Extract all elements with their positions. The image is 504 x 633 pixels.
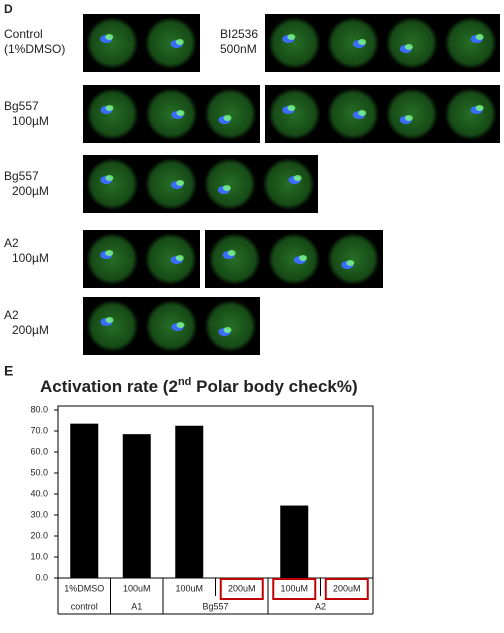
- oocyte: [385, 16, 438, 70]
- y-tick-label: 40.0: [30, 488, 48, 498]
- group-label: A2: [315, 601, 326, 611]
- chromatin: [475, 34, 484, 40]
- chromatin: [105, 250, 114, 256]
- row-label: 100µM: [12, 251, 49, 265]
- chromatin: [358, 110, 367, 116]
- oocyte: [444, 87, 497, 141]
- panel-label: D: [4, 2, 13, 16]
- x-tick-label: 100uM: [280, 583, 308, 593]
- group-label: A1: [131, 601, 142, 611]
- row-label: 100µM: [12, 114, 49, 128]
- highlight-box: [219, 578, 264, 600]
- oocyte: [204, 299, 257, 353]
- oocyte: [385, 87, 438, 141]
- chromatin: [223, 115, 232, 121]
- y-tick-label: 50.0: [30, 467, 48, 477]
- chromatin: [176, 322, 185, 328]
- row-label: Bg557: [4, 169, 39, 183]
- oocyte: [327, 16, 380, 70]
- oocyte: [144, 16, 197, 70]
- oocyte: [86, 232, 139, 286]
- chromatin: [176, 180, 185, 186]
- y-tick-label: 60.0: [30, 446, 48, 456]
- row-label: 200µM: [12, 184, 49, 198]
- oocyte: [444, 16, 497, 70]
- chromatin: [105, 317, 114, 323]
- y-tick-label: 80.0: [30, 404, 48, 414]
- y-tick-label: 70.0: [30, 425, 48, 435]
- oocyte: [204, 87, 257, 141]
- chromatin: [175, 39, 184, 45]
- chromatin: [105, 175, 114, 181]
- bar: [280, 505, 309, 578]
- row-label: BI2536: [220, 27, 258, 41]
- title-superscript: nd: [178, 376, 191, 388]
- chromatin: [223, 327, 232, 333]
- plot-frame: [57, 405, 374, 579]
- chromatin: [175, 255, 184, 261]
- x-tick-label: 200uM: [333, 583, 361, 593]
- oocyte: [86, 87, 139, 141]
- oocyte: [145, 87, 198, 141]
- y-tick-label: 20.0: [30, 530, 48, 540]
- chromatin: [404, 115, 413, 121]
- row-label: 200µM: [12, 323, 49, 337]
- chromatin: [287, 34, 296, 40]
- bar: [175, 425, 204, 578]
- oocyte: [203, 157, 256, 211]
- title-part: Polar body check%): [191, 377, 357, 396]
- row-label: Bg557: [4, 99, 39, 113]
- highlight-box: [324, 578, 369, 600]
- x-tick-label: 100uM: [175, 583, 203, 593]
- chromatin: [299, 255, 307, 261]
- chromatin: [227, 250, 236, 256]
- chromatin: [293, 175, 302, 181]
- row-label: 500nM: [220, 42, 257, 56]
- group-label: Bg557: [202, 601, 228, 611]
- oocyte: [267, 232, 321, 286]
- bar: [70, 423, 99, 578]
- x-tick-label: 1%DMSO: [64, 583, 104, 593]
- oocyte: [327, 232, 380, 286]
- bar: [122, 434, 151, 578]
- row-label: Control: [4, 27, 43, 41]
- oocyte: [262, 157, 315, 211]
- row-label: A2: [4, 236, 19, 250]
- highlight-box: [272, 578, 317, 600]
- chart-title: Activation rate (2nd Polar body check%): [40, 376, 358, 397]
- oocyte: [268, 16, 321, 70]
- oocyte: [144, 232, 197, 286]
- oocyte: [145, 157, 198, 211]
- y-tick-label: 30.0: [30, 509, 48, 519]
- chromatin: [287, 105, 296, 111]
- chromatin: [404, 44, 413, 50]
- y-tick-label: 10.0: [30, 551, 48, 561]
- group-label: control: [71, 601, 98, 611]
- chromatin: [222, 185, 231, 191]
- chromatin: [346, 260, 355, 266]
- title-part: Activation rate (2: [40, 377, 178, 396]
- chromatin: [176, 110, 185, 116]
- x-tick-label: 200uM: [228, 583, 256, 593]
- oocyte: [86, 299, 139, 353]
- y-tick-label: 0.0: [35, 572, 48, 582]
- oocyte: [327, 87, 380, 141]
- chromatin: [105, 34, 114, 40]
- oocyte: [86, 16, 139, 70]
- oocyte: [208, 232, 261, 286]
- row-label: (1%DMSO): [4, 42, 65, 56]
- x-tick-label: 100uM: [123, 583, 151, 593]
- oocyte: [86, 157, 139, 211]
- chromatin: [358, 39, 367, 45]
- row-label: A2: [4, 308, 19, 322]
- oocyte: [145, 299, 198, 353]
- chromatin: [105, 105, 114, 111]
- chromatin: [475, 105, 484, 111]
- oocyte: [268, 87, 321, 141]
- panel-label: E: [4, 363, 13, 379]
